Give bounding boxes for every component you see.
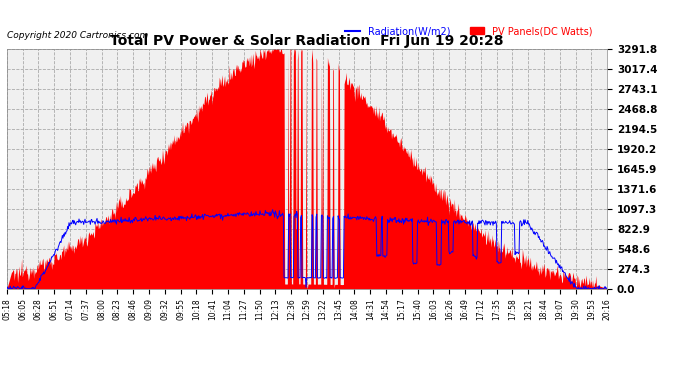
Title: Total PV Power & Solar Radiation  Fri Jun 19 20:28: Total PV Power & Solar Radiation Fri Jun…: [110, 34, 504, 48]
Text: Copyright 2020 Cartronics.com: Copyright 2020 Cartronics.com: [7, 30, 148, 39]
Legend: Radiation(W/m2), PV Panels(DC Watts): Radiation(W/m2), PV Panels(DC Watts): [342, 22, 596, 40]
